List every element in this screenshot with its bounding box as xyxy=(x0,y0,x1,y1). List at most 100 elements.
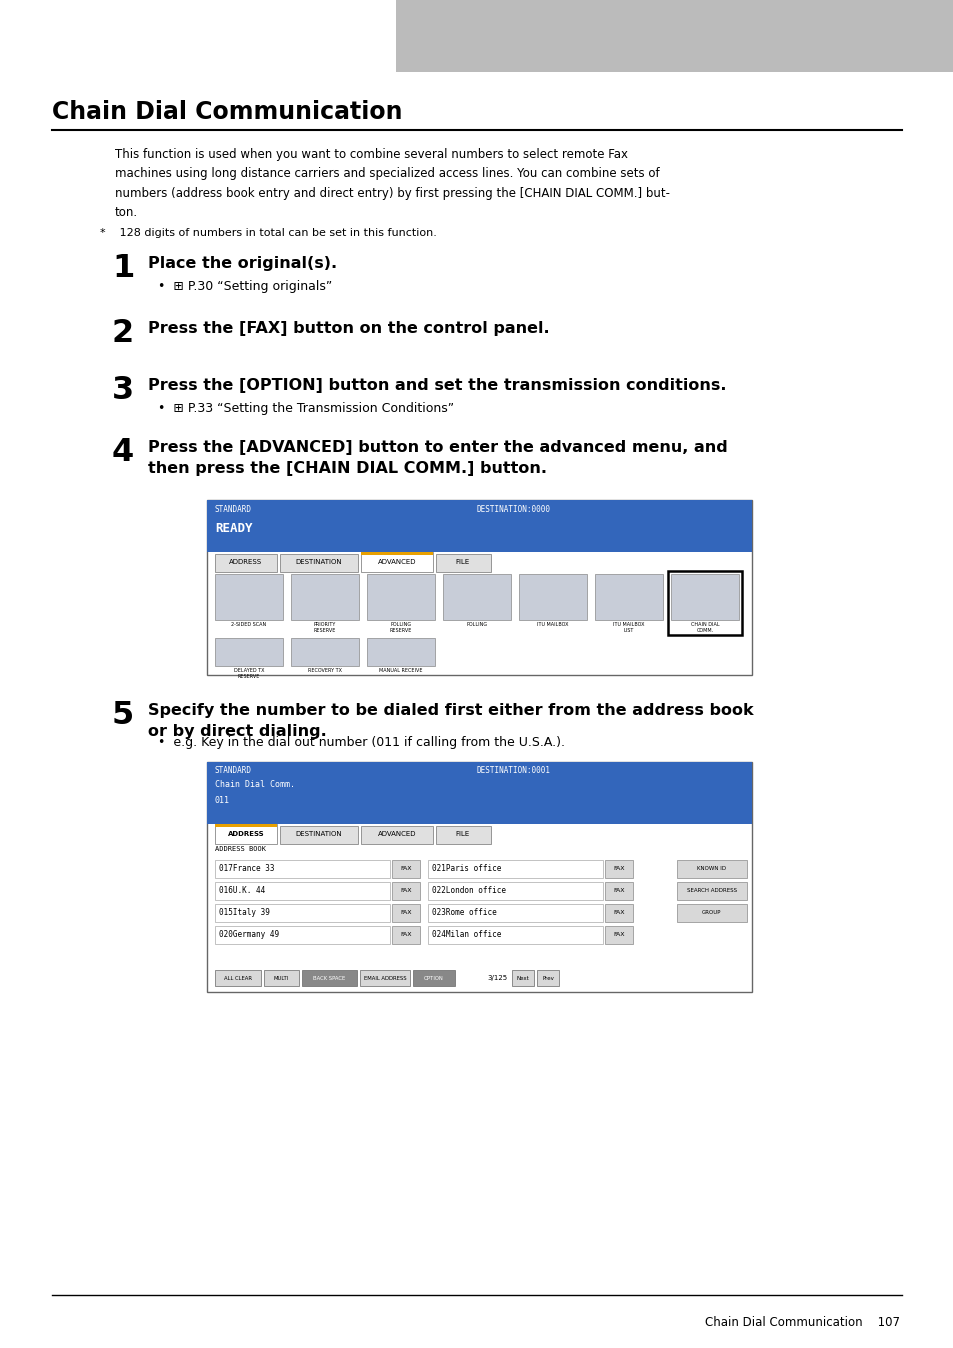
Text: FILE: FILE xyxy=(456,830,470,837)
Text: Place the original(s).: Place the original(s). xyxy=(148,256,336,271)
Text: DESTINATION:0001: DESTINATION:0001 xyxy=(476,766,551,775)
Text: BACK SPACE: BACK SPACE xyxy=(313,976,345,980)
Bar xyxy=(207,762,751,992)
Bar xyxy=(214,638,283,666)
Bar xyxy=(367,574,435,620)
Text: ALL CLEAR: ALL CLEAR xyxy=(224,976,252,980)
Bar xyxy=(392,905,419,922)
Bar xyxy=(537,971,558,985)
Bar xyxy=(436,554,491,572)
Bar xyxy=(595,574,662,620)
Text: POLLING: POLLING xyxy=(466,621,487,627)
Text: Next: Next xyxy=(517,976,529,980)
Text: FAX: FAX xyxy=(613,933,624,937)
Bar xyxy=(291,638,358,666)
Bar xyxy=(207,762,751,824)
Text: 022London office: 022London office xyxy=(432,886,505,895)
Text: KNOWN ID: KNOWN ID xyxy=(697,867,726,872)
Bar xyxy=(677,905,746,922)
Text: FAX: FAX xyxy=(400,888,412,894)
Text: Chain Dial Communication: Chain Dial Communication xyxy=(52,100,402,124)
Text: 1: 1 xyxy=(112,253,134,284)
Text: 015Italy 39: 015Italy 39 xyxy=(219,909,270,917)
Text: *    128 digits of numbers in total can be set in this function.: * 128 digits of numbers in total can be … xyxy=(100,228,436,239)
Bar xyxy=(392,860,419,878)
Bar xyxy=(214,905,390,922)
Bar xyxy=(214,926,390,944)
Text: STANDARD: STANDARD xyxy=(214,506,252,514)
Bar xyxy=(214,824,276,844)
Bar xyxy=(214,882,390,900)
Text: •  e.g. Key in the dial out number (011 if calling from the U.S.A.).: • e.g. Key in the dial out number (011 i… xyxy=(158,736,564,749)
Text: •  ⊞ P.33 “Setting the Transmission Conditions”: • ⊞ P.33 “Setting the Transmission Condi… xyxy=(158,402,454,415)
Text: PRIORITY
RESERVE: PRIORITY RESERVE xyxy=(314,621,335,632)
Bar xyxy=(670,574,739,620)
Bar xyxy=(207,500,751,675)
Text: ADVANCED: ADVANCED xyxy=(377,559,416,565)
Text: CHAIN DIAL
COMM.: CHAIN DIAL COMM. xyxy=(690,621,719,632)
Bar xyxy=(677,882,746,900)
Text: ITU MAILBOX: ITU MAILBOX xyxy=(537,621,568,627)
Bar xyxy=(428,882,602,900)
Text: Chain Dial Comm.: Chain Dial Comm. xyxy=(214,780,294,789)
Text: FAX: FAX xyxy=(400,933,412,937)
Text: 2: 2 xyxy=(112,318,134,349)
Text: 3: 3 xyxy=(112,375,134,406)
Text: STANDARD: STANDARD xyxy=(214,766,252,775)
Bar xyxy=(428,860,602,878)
Text: RECOVERY TX: RECOVERY TX xyxy=(308,669,341,673)
Text: EMAIL ADDRESS: EMAIL ADDRESS xyxy=(363,976,406,980)
Text: 020Germany 49: 020Germany 49 xyxy=(219,930,279,940)
Text: ITU MAILBOX
LIST: ITU MAILBOX LIST xyxy=(613,621,644,632)
Text: Press the [FAX] button on the control panel.: Press the [FAX] button on the control pa… xyxy=(148,321,549,336)
Bar xyxy=(436,826,491,844)
Text: Specify the number to be dialed first either from the address book
or by direct : Specify the number to be dialed first ei… xyxy=(148,704,753,739)
Text: FAX: FAX xyxy=(400,910,412,915)
Bar xyxy=(395,0,953,71)
Bar xyxy=(604,926,633,944)
Text: FILE: FILE xyxy=(456,559,470,565)
Text: MANUAL RECEIVE: MANUAL RECEIVE xyxy=(379,669,422,673)
Bar xyxy=(360,826,433,844)
Bar xyxy=(291,574,358,620)
Bar xyxy=(367,638,435,666)
Text: DESTINATION: DESTINATION xyxy=(295,830,342,837)
Text: ADVANCED: ADVANCED xyxy=(377,830,416,837)
Text: POLLING
RESERVE: POLLING RESERVE xyxy=(390,621,412,632)
Text: 021Paris office: 021Paris office xyxy=(432,864,501,874)
Text: 2-SIDED SCAN: 2-SIDED SCAN xyxy=(232,621,266,627)
Text: ADDRESS BOOK: ADDRESS BOOK xyxy=(214,847,266,852)
Bar xyxy=(518,574,586,620)
Text: Press the [ADVANCED] button to enter the advanced menu, and
then press the [CHAI: Press the [ADVANCED] button to enter the… xyxy=(148,439,727,476)
Text: FAX: FAX xyxy=(400,867,412,872)
Bar xyxy=(512,971,534,985)
Text: 024Milan office: 024Milan office xyxy=(432,930,501,940)
Text: GROUP: GROUP xyxy=(701,910,721,915)
Text: READY: READY xyxy=(214,522,253,535)
Text: Chain Dial Communication    107: Chain Dial Communication 107 xyxy=(704,1316,899,1329)
Bar xyxy=(214,554,276,572)
Bar xyxy=(392,882,419,900)
Text: SEARCH ADDRESS: SEARCH ADDRESS xyxy=(686,888,737,894)
Text: Press the [OPTION] button and set the transmission conditions.: Press the [OPTION] button and set the tr… xyxy=(148,377,726,394)
Text: This function is used when you want to combine several numbers to select remote : This function is used when you want to c… xyxy=(115,148,669,220)
Bar xyxy=(677,860,746,878)
Bar xyxy=(413,971,455,985)
Text: 4: 4 xyxy=(112,437,134,468)
Text: 3/125: 3/125 xyxy=(486,975,507,981)
Bar xyxy=(442,574,511,620)
Text: OPTION: OPTION xyxy=(424,976,443,980)
Text: MULTI: MULTI xyxy=(274,976,289,980)
Bar xyxy=(667,572,741,635)
Text: 023Rome office: 023Rome office xyxy=(432,909,497,917)
Text: 5: 5 xyxy=(112,700,134,731)
Bar xyxy=(360,551,433,555)
Text: 011: 011 xyxy=(214,797,230,805)
Bar xyxy=(264,971,298,985)
Bar xyxy=(604,905,633,922)
Text: Prev: Prev xyxy=(541,976,554,980)
Text: DELAYED TX
RESERVE: DELAYED TX RESERVE xyxy=(233,669,264,679)
Bar xyxy=(214,971,261,985)
Bar xyxy=(280,554,357,572)
Bar xyxy=(604,860,633,878)
